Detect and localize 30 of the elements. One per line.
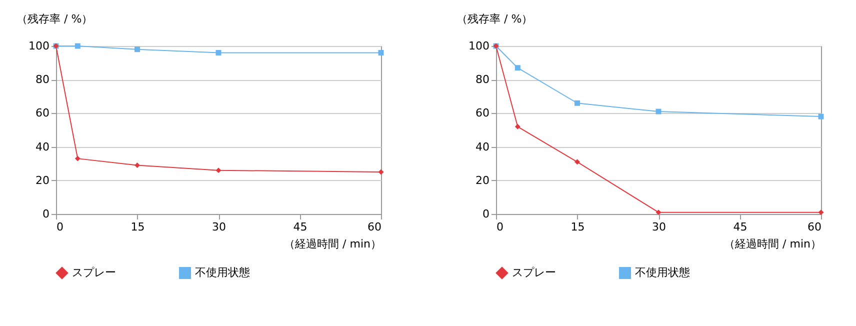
y-tick-label: 100 [468,40,490,52]
y-tick-label: 60 [36,106,50,120]
y-tick-label: 0 [42,208,50,220]
x-tick-label: 45 [293,220,308,234]
x-tick-label: 60 [808,220,822,234]
y-tick-label: 100 [28,40,50,52]
legend-label: スプレー [512,266,556,279]
x-tick-label: 0 [56,220,64,234]
y-tick-label: 60 [476,106,490,120]
x-tick-label: 60 [368,220,382,234]
legend-label: 不使用状態 [635,266,690,279]
x-tick-label: 15 [130,220,145,234]
legend-label: スプレー [72,266,116,279]
x-axis-title: （経過時間 / min） [724,238,822,250]
y-axis-title: （残存率 / %） [456,12,533,26]
x-tick-label: 30 [212,220,226,234]
y-tick-label: 0 [482,208,490,220]
y-tick-label: 40 [476,140,490,154]
x-axis-title: （経過時間 / min） [284,238,382,250]
y-tick-label: 40 [36,140,50,154]
x-tick-label: 15 [570,220,585,234]
y-tick-label: 20 [36,174,50,187]
y-tick-label: 80 [476,73,490,86]
legend-label: 不使用状態 [195,266,250,279]
x-tick-label: 0 [496,220,504,234]
x-tick-label: 30 [652,220,666,234]
y-tick-label: 20 [476,174,490,187]
y-axis-title: （残存率 / %） [16,12,93,26]
y-tick-label: 80 [36,73,50,86]
x-tick-label: 45 [733,220,748,234]
